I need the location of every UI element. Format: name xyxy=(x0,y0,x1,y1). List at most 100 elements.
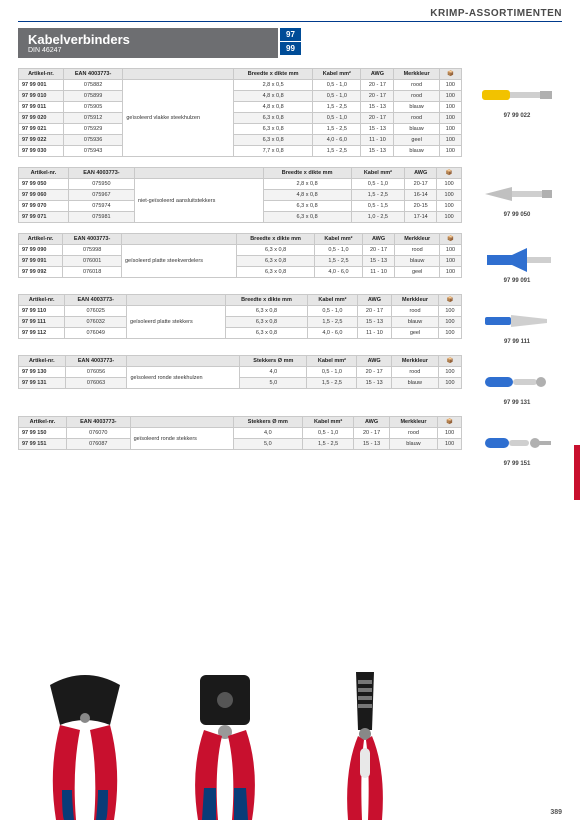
cell: 075967 xyxy=(68,190,134,201)
col-artikel: Artikel-nr. xyxy=(19,69,64,80)
cell: 15 - 13 xyxy=(357,378,391,389)
cell: 100 xyxy=(439,124,461,135)
illustration: 97 99 111 xyxy=(472,294,562,345)
col-ean: EAN 4003773- xyxy=(65,356,127,367)
cell: 075998 xyxy=(63,245,122,256)
cell: 100 xyxy=(437,190,462,201)
col-pack: 📦 xyxy=(440,234,462,245)
connector-icon xyxy=(477,179,557,209)
cell: 100 xyxy=(437,201,462,212)
cell: 97 99 022 xyxy=(19,135,64,146)
cell: 075912 xyxy=(63,113,123,124)
col-diam: Stekkers Ø mm xyxy=(240,356,307,367)
page-subtitle: DIN 46247 xyxy=(28,47,268,54)
table-row: 97 99 0200759126,3 x 0,80,5 - 1,020 - 17… xyxy=(19,113,462,124)
cell: 100 xyxy=(438,378,461,389)
col-kleur: Merkkleur xyxy=(395,234,440,245)
cell: 20 - 17 xyxy=(361,113,394,124)
col-spec xyxy=(123,69,234,80)
cell: 4,0 - 6,0 xyxy=(313,135,361,146)
spec-table: Artikel-nr. EAN 4003773- Breedte x dikte… xyxy=(18,294,462,339)
col-awg: AWG xyxy=(354,417,389,428)
cell: 4,0 - 6,0 xyxy=(307,328,357,339)
cell: geel xyxy=(394,135,439,146)
col-ean: EAN 4003773- xyxy=(65,295,127,306)
cell: 16-14 xyxy=(405,190,437,201)
section-3: Artikel-nr. EAN 4003773- Breedte x dikte… xyxy=(18,233,562,284)
cell: 4,8 x 0,8 xyxy=(263,190,351,201)
cell: 1,5 - 2,5 xyxy=(313,146,361,157)
table-row: 97 99 1510760875,01,5 - 2,515 - 13blauw1… xyxy=(19,439,462,450)
cell: 1,5 - 2,5 xyxy=(313,124,361,135)
col-kabel: Kabel mm² xyxy=(313,69,361,80)
cell: 075905 xyxy=(63,102,123,113)
col-kleur: Merkkleur xyxy=(391,356,438,367)
table-row: 97 99 0910760016,3 x 0,81,5 - 2,515 - 13… xyxy=(19,256,462,267)
cell: 100 xyxy=(439,91,461,102)
cell: 100 xyxy=(438,306,461,317)
table-row: 97 99 050075950niet-geïsoleerd aansluits… xyxy=(19,179,462,190)
table-row: 97 99 150076070geïsoleerd ronde stekkers… xyxy=(19,428,462,439)
cell: 4,0 xyxy=(240,367,307,378)
col-ean: EAN 4003773- xyxy=(63,234,122,245)
cell: 100 xyxy=(439,146,461,157)
col-kabel: Kabel mm² xyxy=(307,295,357,306)
col-pack: 📦 xyxy=(437,168,462,179)
cell: 97 99 021 xyxy=(19,124,64,135)
col-awg: AWG xyxy=(405,168,437,179)
cell: 97 99 092 xyxy=(19,267,63,278)
col-spec xyxy=(130,417,233,428)
cell: 20-17 xyxy=(405,179,437,190)
cell: 076049 xyxy=(65,328,127,339)
cell: geïsoleerd vlakke steekhulzen xyxy=(123,80,234,157)
illustration: 97 99 131 xyxy=(472,355,562,406)
cell: 0,5 - 1,0 xyxy=(307,367,357,378)
cell: geïsoleerd ronde stekkers xyxy=(130,428,233,450)
col-awg: AWG xyxy=(362,234,395,245)
cell: 2,8 x 0,8 xyxy=(263,179,351,190)
cell: 076063 xyxy=(65,378,127,389)
illustration: 97 99 022 xyxy=(472,68,562,119)
cell: 11 - 10 xyxy=(361,135,394,146)
cell: 076018 xyxy=(63,267,122,278)
cell: rood xyxy=(395,245,440,256)
cell: 6,3 x 0,8 xyxy=(263,212,351,223)
cell: blauw xyxy=(394,146,439,157)
page-title: Kabelverbinders xyxy=(28,32,268,47)
cell: 100 xyxy=(439,80,461,91)
cell: 97 99 112 xyxy=(19,328,65,339)
cell: 4,8 x 0,8 xyxy=(234,91,313,102)
col-artikel: Artikel-nr. xyxy=(19,234,63,245)
cell: 11 - 10 xyxy=(357,328,391,339)
cell: 100 xyxy=(439,102,461,113)
cell: 1,5 - 2,5 xyxy=(313,102,361,113)
cell: rood xyxy=(394,113,439,124)
cell: 7,7 x 0,8 xyxy=(234,146,313,157)
illus-caption: 97 99 131 xyxy=(504,400,531,406)
illus-caption: 97 99 022 xyxy=(504,113,531,119)
connector-icon xyxy=(477,245,557,275)
cell: 97 99 150 xyxy=(19,428,67,439)
col-kleur: Merkkleur xyxy=(389,417,437,428)
cell: 076001 xyxy=(63,256,122,267)
table-row: 97 99 001075882geïsoleerd vlakke steekhu… xyxy=(19,80,462,91)
illus-caption: 97 99 091 xyxy=(504,278,531,284)
col-kabel: Kabel mm² xyxy=(351,168,405,179)
cell: 6,3 x 0,8 xyxy=(225,328,307,339)
cell: 97 99 030 xyxy=(19,146,64,157)
cell: 1,5 - 2,5 xyxy=(307,378,357,389)
cell: 100 xyxy=(438,439,462,450)
spec-table: Artikel-nr. EAN 4003773- Breedte x dikte… xyxy=(18,233,462,278)
col-spec xyxy=(134,168,263,179)
cell: 6,3 x 0,8 xyxy=(237,267,315,278)
cell: geïsoleerd platte steekverdelers xyxy=(121,245,236,278)
cell: 20 - 17 xyxy=(361,80,394,91)
cell: 100 xyxy=(438,317,461,328)
col-bxt: Breedte x dikte mm xyxy=(263,168,351,179)
cell: 6,3 x 0,8 xyxy=(237,256,315,267)
col-kabel: Kabel mm² xyxy=(315,234,363,245)
crimping-tool-icon xyxy=(170,670,280,820)
cell: rood xyxy=(391,367,438,378)
cell: 5,0 xyxy=(233,439,302,450)
series-codes: 97 99 xyxy=(280,28,301,58)
